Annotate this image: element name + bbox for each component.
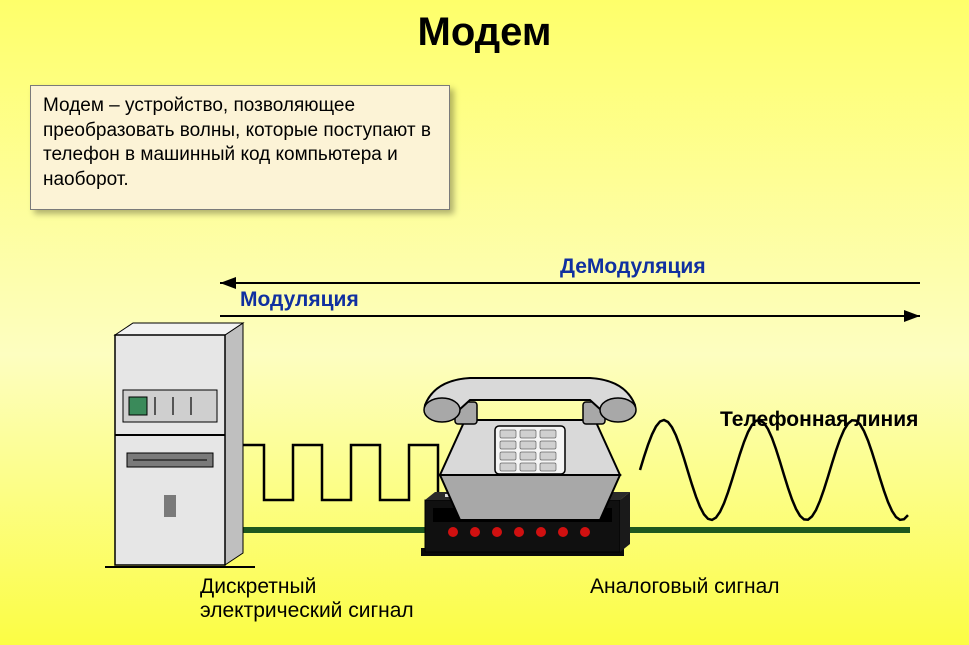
computer-icon: [105, 323, 255, 567]
telephone-icon: [424, 378, 636, 520]
diagram-scene: [0, 0, 969, 645]
